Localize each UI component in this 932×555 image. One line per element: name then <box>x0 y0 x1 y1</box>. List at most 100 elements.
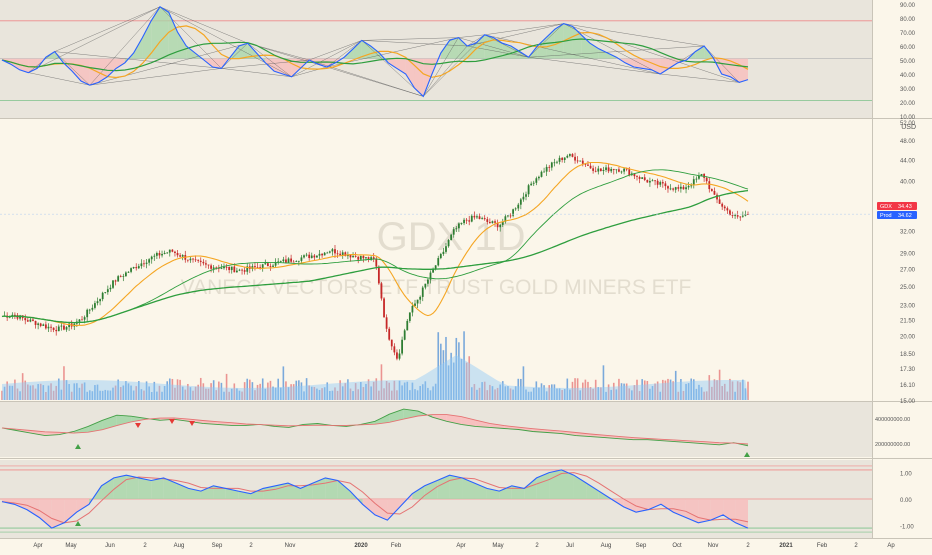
volume-bar <box>636 379 638 400</box>
volume-bar <box>597 387 600 400</box>
volume-average-area <box>2 355 748 400</box>
top-area-segment <box>291 58 301 77</box>
volume-bar <box>442 350 445 400</box>
candle-body <box>452 229 455 235</box>
time-axis-label: Jul <box>566 543 574 549</box>
candle-body <box>447 240 450 247</box>
volume-bar <box>734 391 736 400</box>
volume-bar <box>662 379 664 400</box>
volume-bar <box>656 381 659 400</box>
candle-body <box>390 339 393 347</box>
candle-body <box>646 179 649 183</box>
candle-body <box>636 176 638 178</box>
volume-bar <box>718 369 721 400</box>
candle-body <box>359 255 362 260</box>
volume-bar <box>556 388 558 400</box>
currency-label: USD <box>901 124 916 131</box>
candle-body <box>695 178 698 180</box>
candle-body <box>710 189 713 191</box>
candle-body <box>163 252 166 254</box>
candle-body <box>656 180 659 185</box>
volume-bar <box>189 387 192 400</box>
price-label-value: 34.62 <box>898 213 912 219</box>
volume-bar <box>241 391 243 400</box>
obv-panel[interactable] <box>0 402 872 457</box>
top-area-segment <box>405 58 415 88</box>
candle-body <box>339 253 342 256</box>
candle-body <box>687 186 690 188</box>
candle-body <box>313 255 316 258</box>
volume-bar <box>27 384 29 400</box>
volume-bar <box>42 385 45 400</box>
bottom-area-segment <box>39 499 52 529</box>
candle-body <box>457 223 460 229</box>
volume-bar <box>569 389 571 400</box>
candle-body <box>385 317 388 329</box>
candle-body <box>421 287 424 297</box>
candle-body <box>377 266 380 284</box>
volume-bar <box>68 384 70 400</box>
candle-body <box>316 255 318 258</box>
candle-body <box>207 264 210 266</box>
volume-bar <box>579 390 582 400</box>
volume-bar <box>130 385 132 400</box>
volume-bar <box>700 387 703 400</box>
top-area-segment <box>633 58 643 69</box>
candle-body <box>292 261 295 263</box>
top-web-line <box>528 56 661 75</box>
bottom-area-segment <box>536 472 550 499</box>
top-web-line <box>28 6 161 73</box>
volume-bar <box>525 389 527 400</box>
volume-bar <box>692 379 695 400</box>
volume-bar <box>403 382 406 400</box>
candle-body <box>277 261 280 263</box>
candle-body <box>285 259 287 263</box>
bottom-area-segment <box>486 488 500 499</box>
volume-bar <box>538 387 540 400</box>
candle-body <box>365 257 367 259</box>
candle-body <box>52 327 55 330</box>
volume-bar <box>290 384 292 400</box>
volume-bar <box>63 366 65 400</box>
volume-bar <box>633 385 636 400</box>
volume-bar <box>192 390 194 400</box>
volume-bar <box>742 379 744 400</box>
candle-body <box>235 270 238 273</box>
volume-bar <box>540 383 543 400</box>
time-axis-label: Aug <box>601 543 612 549</box>
candle-body <box>661 182 664 184</box>
candle-body <box>416 299 419 304</box>
candle-body <box>685 187 687 190</box>
candle-body <box>174 251 176 254</box>
candle-body <box>597 168 600 172</box>
candle-body <box>501 221 504 225</box>
candle-body <box>42 324 45 326</box>
candle-body <box>602 169 605 172</box>
candle-body <box>202 261 205 264</box>
candle-body <box>532 182 535 184</box>
time-axis-label: 2 <box>249 543 253 549</box>
volume-bar <box>602 365 605 400</box>
time-axis-label: 2021 <box>779 543 793 549</box>
candle-body <box>303 255 305 258</box>
volume-bar <box>269 380 272 400</box>
candle-body <box>473 215 476 218</box>
volume-bar <box>429 390 432 400</box>
volume-bar <box>274 387 277 400</box>
volume-bar <box>101 390 104 400</box>
price-panel[interactable] <box>0 119 872 402</box>
top-area-segment <box>432 53 441 74</box>
obv-fill-segment <box>59 431 74 435</box>
candle-body <box>155 253 158 256</box>
obv-fill-segment <box>88 420 103 433</box>
volume-bar <box>739 382 742 400</box>
candle-body <box>455 228 458 230</box>
candle-body <box>486 219 489 222</box>
top-web-line <box>423 34 485 97</box>
candle-body <box>210 265 212 269</box>
candle-body <box>357 256 360 260</box>
candle-body <box>88 309 91 311</box>
candle-body <box>445 246 447 252</box>
